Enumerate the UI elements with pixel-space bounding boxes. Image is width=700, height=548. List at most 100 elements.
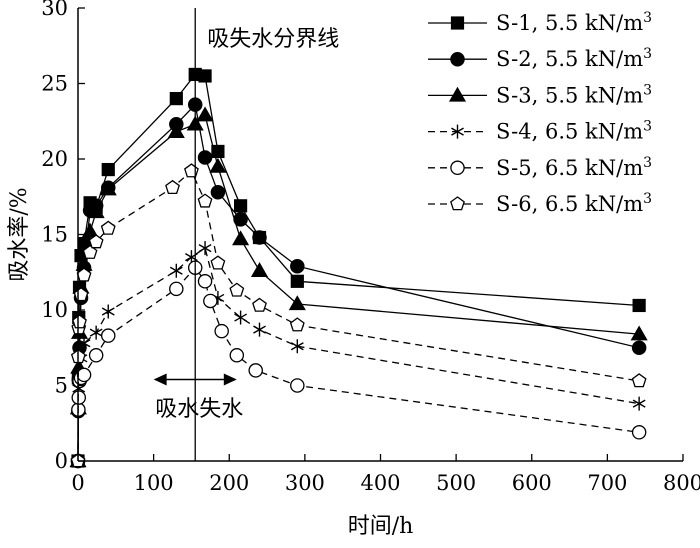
series-point (72, 314, 87, 329)
series-3 (69, 106, 648, 468)
series-point (87, 203, 105, 219)
series-point-stroke (451, 127, 464, 136)
legend-label: S-3, 5.5 kN/m3 (496, 82, 652, 107)
y-axis-title: 吸水率/% (7, 187, 32, 281)
series-point (77, 336, 91, 351)
series-point (252, 297, 267, 312)
series-point (169, 281, 184, 297)
series-line (77, 266, 640, 462)
y-tick-label: 5 (55, 374, 68, 398)
series-point (76, 367, 92, 383)
series-point (81, 222, 99, 238)
x-tick-label: 700 (587, 471, 627, 495)
series-point (289, 317, 305, 332)
series-point (99, 180, 117, 196)
legend-item: S-1, 5.5 kN/m3 (428, 10, 652, 35)
series-point (448, 86, 467, 102)
series-point (450, 51, 465, 67)
series-point (197, 193, 213, 208)
series-point (210, 184, 226, 200)
x-ticks: 0 100 200 300 400 500 600 700 800 (71, 454, 700, 495)
series-point (232, 230, 250, 246)
x-tick-label: 100 (134, 471, 174, 495)
series-point (250, 262, 269, 277)
series-point (197, 274, 213, 289)
series-point (88, 234, 104, 249)
boundary-label: 吸失水分界线 (207, 27, 339, 52)
legend-item: S-5, 6.5 kN/m3 (428, 155, 652, 180)
series-point-stroke (169, 266, 183, 275)
series-point (290, 339, 304, 354)
series-5 (70, 260, 647, 469)
legend-item: S-4, 6.5 kN/m3 (428, 119, 652, 144)
series-point (203, 293, 218, 309)
y-tick-label: 30 (41, 0, 68, 20)
series-point (210, 255, 226, 270)
legend: S-1, 5.5 kN/m3 S-2, 5.5 kN/m3 S-3, 5.5 kN/… (428, 10, 652, 216)
series-point (450, 196, 465, 211)
series-point (450, 160, 465, 176)
series-point (101, 328, 116, 343)
series-point (169, 263, 183, 278)
series-point (229, 282, 245, 297)
legend-label: S-4, 6.5 kN/m3 (496, 119, 652, 144)
x-axis-title: 时间/h (348, 514, 414, 539)
series-point (167, 123, 185, 139)
legend-item: S-3, 5.5 kN/m3 (428, 82, 652, 107)
series-point (233, 199, 248, 213)
series-point-stroke (77, 339, 91, 348)
series-point (229, 348, 245, 363)
phase-label: 吸水失水 (155, 397, 243, 422)
phase-arrow-left-head (153, 373, 167, 386)
series-point-stroke (290, 342, 304, 351)
y-tick-label: 15 (41, 223, 68, 247)
x-tick-label: 0 (71, 471, 84, 495)
series-point (290, 274, 304, 288)
series-point (248, 363, 263, 378)
series-point (630, 325, 648, 341)
series-point (450, 16, 465, 30)
y-tick-label: 10 (41, 298, 68, 322)
series-point (169, 91, 183, 106)
series-point (234, 310, 248, 325)
x-tick-label: 800 (663, 471, 700, 495)
series-point (88, 348, 104, 363)
series-4 (71, 241, 646, 468)
y-tick-label: 25 (41, 72, 68, 96)
phase-arrow (153, 373, 237, 386)
series-point (198, 69, 212, 83)
x-tick-label: 300 (285, 471, 325, 495)
series-point (198, 241, 212, 256)
series-point (631, 373, 647, 388)
series-point (165, 179, 180, 195)
series-point (632, 298, 646, 313)
plot-area (69, 67, 648, 469)
series-point (631, 425, 647, 440)
series-point (253, 322, 266, 337)
series-point (288, 295, 306, 311)
legend-label: S-1, 5.5 kN/m3 (496, 10, 652, 35)
series-point (209, 157, 227, 173)
axes: 0 100 200 300 400 500 600 700 800 0 5 10 15 20 25 30 (41, 0, 700, 495)
legend-label: S-6, 6.5 kN/m3 (496, 191, 652, 216)
y-tick-label: 20 (41, 147, 68, 171)
series-point (451, 124, 464, 139)
x-tick-label: 600 (512, 471, 552, 495)
series-point (214, 323, 229, 339)
x-tick-label: 200 (209, 471, 249, 495)
x-tick-label: 400 (360, 471, 400, 495)
series-point (184, 163, 199, 178)
series-point (290, 378, 305, 393)
series-point-stroke (198, 243, 212, 253)
series-point (82, 244, 98, 259)
series-point (101, 162, 115, 177)
series-point (196, 106, 214, 122)
series-point-stroke (101, 307, 115, 316)
legend-label: S-2, 5.5 kN/m3 (496, 46, 652, 71)
series-point (252, 230, 267, 245)
series-point (631, 340, 647, 355)
series-point (197, 150, 213, 165)
y-ticks: 0 5 10 15 20 25 30 (41, 0, 85, 473)
series-point-stroke (632, 399, 646, 408)
